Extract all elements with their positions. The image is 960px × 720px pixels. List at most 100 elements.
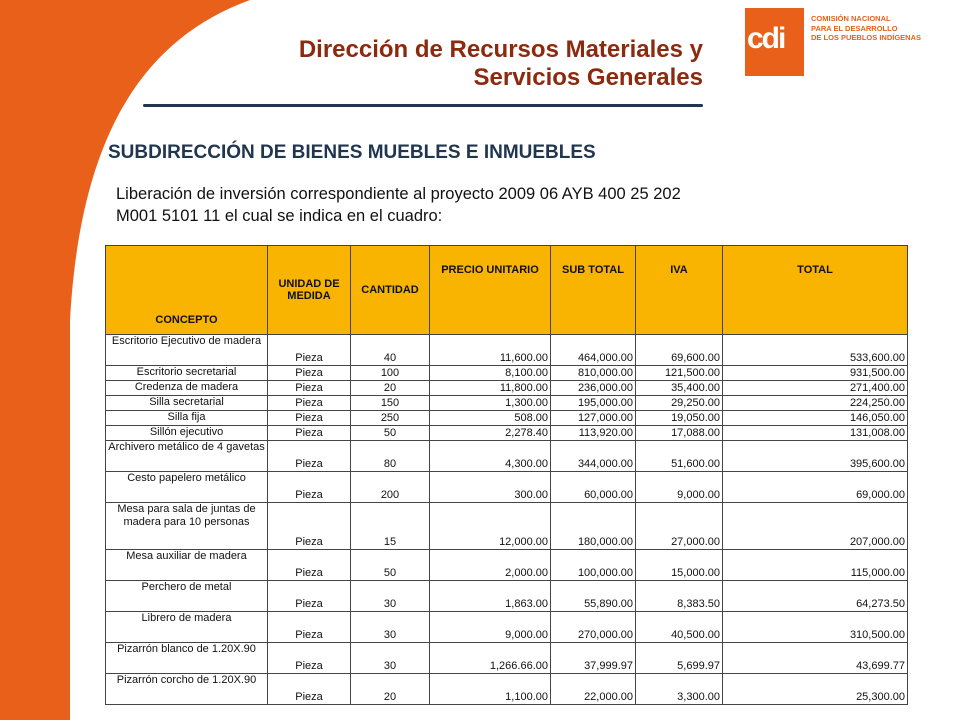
- cell-cantidad: 40: [350, 334, 430, 366]
- cell-iva: 35,400.00: [635, 380, 723, 396]
- cell-iva: 15,000.00: [635, 549, 723, 581]
- logo-line1: COMISIÓN NACIONAL: [811, 14, 891, 23]
- section-subtitle: SUBDIRECCIÓN DE BIENES MUEBLES E INMUEBL…: [108, 142, 596, 163]
- cell-total: 43,699.77: [722, 642, 908, 674]
- cell-subtotal: 37,999.97: [550, 642, 636, 674]
- cell-precio: 11,800.00: [429, 380, 551, 396]
- cell-concepto: Escritorio secretarial: [105, 365, 268, 381]
- cell-cantidad: 200: [350, 471, 430, 503]
- header-title-line1: Dirección de Recursos Materiales y: [298, 36, 703, 63]
- table-row: Escritorio secretarial Pieza 100 8,100.00 81…: [105, 365, 908, 381]
- cell-iva: 17,088.00: [635, 425, 723, 441]
- header-cantidad: CANTIDAD: [350, 245, 430, 335]
- cell-unidad: Pieza: [267, 425, 351, 441]
- cell-iva: 8,383.50: [635, 580, 723, 612]
- cell-unidad: Pieza: [267, 673, 351, 705]
- cell-cantidad: 80: [350, 440, 430, 472]
- cell-unidad: Pieza: [267, 410, 351, 426]
- header-total: TOTAL: [722, 245, 908, 335]
- cdi-logo: cdi COMISIÓN NACIONAL PARA EL DESARROLLO…: [745, 8, 945, 84]
- cdi-logo-mark: cdi: [745, 8, 804, 76]
- cell-total: 69,000.00: [722, 471, 908, 503]
- cell-precio: 1,100.00: [429, 673, 551, 705]
- cell-cantidad: 100: [350, 365, 430, 381]
- cell-subtotal: 236,000.00: [550, 380, 636, 396]
- cell-unidad: Pieza: [267, 334, 351, 366]
- cell-iva: 27,000.00: [635, 502, 723, 550]
- cell-concepto: Silla fija: [105, 410, 268, 426]
- cell-cantidad: 30: [350, 580, 430, 612]
- cell-cantidad: 20: [350, 673, 430, 705]
- cell-subtotal: 270,000.00: [550, 611, 636, 643]
- cell-iva: 121,500.00: [635, 365, 723, 381]
- cell-unidad: Pieza: [267, 611, 351, 643]
- cell-concepto: Credenza de madera: [105, 380, 268, 396]
- cell-concepto: Archivero metálico de 4 gavetas: [105, 440, 268, 472]
- cell-precio: 12,000.00: [429, 502, 551, 550]
- cell-total: 224,250.00: [722, 395, 908, 411]
- cell-precio: 9,000.00: [429, 611, 551, 643]
- cell-concepto: Escritorio Ejecutivo de madera: [105, 334, 268, 366]
- cell-concepto: Mesa auxiliar de madera: [105, 549, 268, 581]
- cell-total: 207,000.00: [722, 502, 908, 550]
- cell-cantidad: 30: [350, 642, 430, 674]
- cell-cantidad: 50: [350, 549, 430, 581]
- cell-iva: 69,600.00: [635, 334, 723, 366]
- logo-line3: DE LOS PUEBLOS INDÍGENAS: [811, 33, 922, 42]
- cell-unidad: Pieza: [267, 471, 351, 503]
- cell-cantidad: 15: [350, 502, 430, 550]
- table-row: Pizarrón corcho de 1.20X.90 Pieza 20 1,100.…: [105, 673, 908, 705]
- cell-total: 310,500.00: [722, 611, 908, 643]
- cell-precio: 2,278.40: [429, 425, 551, 441]
- header-concepto: CONCEPTO: [105, 245, 268, 335]
- header-unidad: UNIDAD DE MEDIDA: [267, 245, 351, 335]
- table-row: Sillón ejecutivo Pieza 50 2,278.40 113,920.0…: [105, 425, 908, 441]
- table-row: Librero de madera Pieza 30 9,000.00 270,000.…: [105, 611, 908, 643]
- table-header-row: CONCEPTO UNIDAD DE MEDIDA CANTIDAD PRECI…: [105, 245, 908, 335]
- cell-concepto: Cesto papelero metálico: [105, 471, 268, 503]
- cell-iva: 40,500.00: [635, 611, 723, 643]
- cell-total: 115,000.00: [722, 549, 908, 581]
- table-row: Perchero de metal Pieza 30 1,863.00 55,890.0…: [105, 580, 908, 612]
- table-row: Pizarrón blanco de 1.20X.90 Pieza 30 1,266.…: [105, 642, 908, 674]
- cell-unidad: Pieza: [267, 502, 351, 550]
- table-row: Mesa para sala de juntas de madera para …: [105, 502, 908, 550]
- cell-subtotal: 100,000.00: [550, 549, 636, 581]
- table-row: Credenza de madera Pieza 20 11,800.00 236,00…: [105, 380, 908, 396]
- cell-precio: 300.00: [429, 471, 551, 503]
- cell-concepto: Perchero de metal: [105, 580, 268, 612]
- header-precio: PRECIO UNITARIO: [429, 245, 551, 335]
- cell-precio: 11,600.00: [429, 334, 551, 366]
- cell-precio: 1,266.66.00: [429, 642, 551, 674]
- cell-total: 146,050.00: [722, 410, 908, 426]
- header-title-line2: Servicios Generales: [473, 64, 703, 91]
- header-subtotal: SUB TOTAL: [550, 245, 636, 335]
- cell-iva: 3,300.00: [635, 673, 723, 705]
- cell-precio: 1,300.00: [429, 395, 551, 411]
- cell-precio: 8,100.00: [429, 365, 551, 381]
- cell-cantidad: 150: [350, 395, 430, 411]
- cell-total: 25,300.00: [722, 673, 908, 705]
- cell-concepto: Silla secretarial: [105, 395, 268, 411]
- cell-unidad: Pieza: [267, 380, 351, 396]
- table-row: Silla fija Pieza 250 508.00 127,000.00 19,050…: [105, 410, 908, 426]
- cell-cantidad: 50: [350, 425, 430, 441]
- cell-cantidad: 20: [350, 380, 430, 396]
- description-line2: M001 5101 11 el cual se indica en el cua…: [116, 207, 443, 225]
- cell-subtotal: 195,000.00: [550, 395, 636, 411]
- cdi-logo-text: COMISIÓN NACIONAL PARA EL DESARROLLO DE …: [811, 14, 921, 43]
- table-row: Cesto papelero metálico Pieza 200 300.00 60,…: [105, 471, 908, 503]
- cell-unidad: Pieza: [267, 549, 351, 581]
- cell-subtotal: 127,000.00: [550, 410, 636, 426]
- header-divider: [143, 104, 703, 107]
- cell-iva: 5,699.97: [635, 642, 723, 674]
- cell-subtotal: 113,920.00: [550, 425, 636, 441]
- cell-iva: 9,000.00: [635, 471, 723, 503]
- cdi-logo-letters: cdi: [747, 22, 786, 55]
- cell-total: 271,400.00: [722, 380, 908, 396]
- cell-unidad: Pieza: [267, 395, 351, 411]
- cell-subtotal: 180,000.00: [550, 502, 636, 550]
- cell-subtotal: 344,000.00: [550, 440, 636, 472]
- cell-subtotal: 22,000.00: [550, 673, 636, 705]
- cell-unidad: Pieza: [267, 580, 351, 612]
